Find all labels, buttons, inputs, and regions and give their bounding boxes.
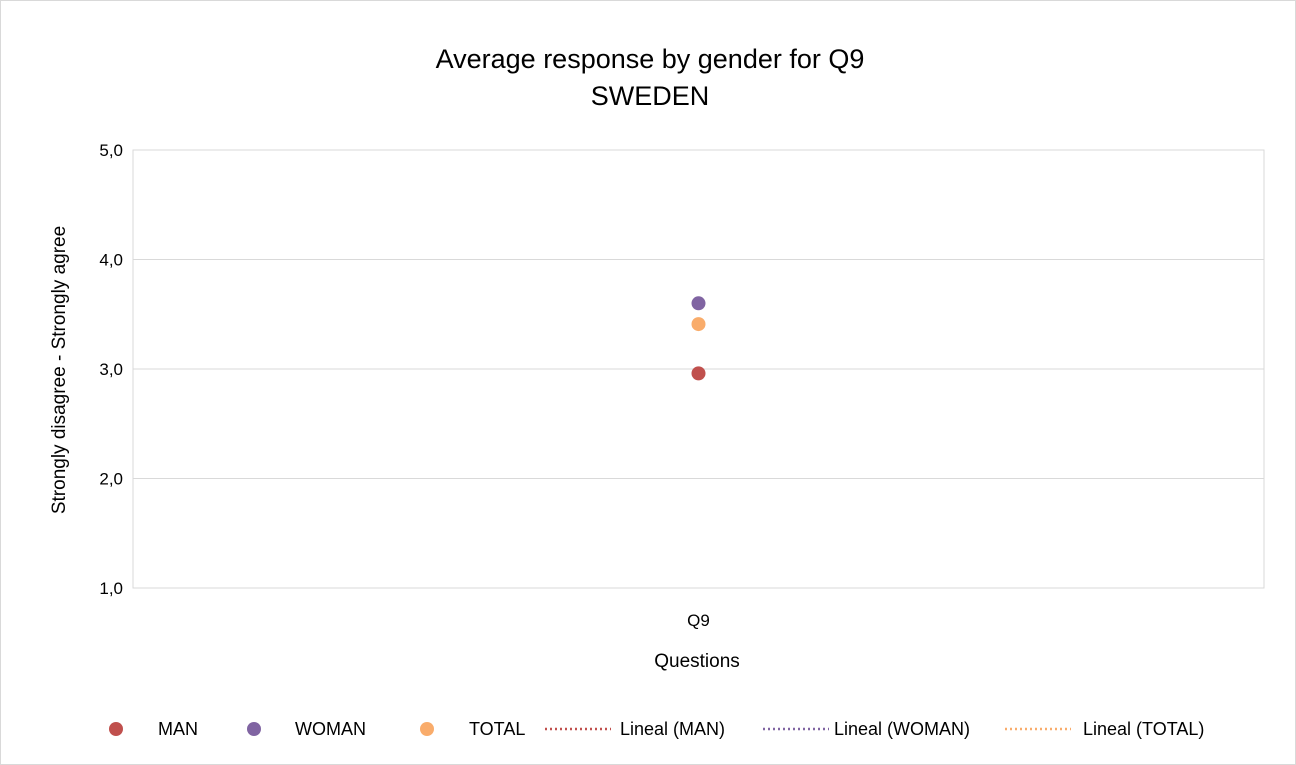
x-tick-label: Q9 [687, 611, 710, 630]
legend-label: TOTAL [469, 719, 525, 739]
y-tick-label: 1,0 [99, 579, 123, 598]
y-axis-label: Strongly disagree - Strongly agree [49, 226, 70, 514]
legend-label: Lineal (TOTAL) [1083, 719, 1204, 739]
chart-subtitle: SWEDEN [591, 81, 710, 111]
legend-marker-man [109, 722, 123, 736]
x-axis-label: Questions [654, 651, 740, 672]
legend-label: Lineal (MAN) [620, 719, 725, 739]
legend: MAN WOMAN TOTAL Lineal (MAN) Lineal (WOMAN) L… [109, 719, 1204, 739]
chart-title: Average response by gender for Q9 [436, 44, 865, 74]
y-tick-label: 2,0 [99, 470, 123, 489]
y-tick-label: 3,0 [99, 360, 123, 379]
y-tick-label: 5,0 [99, 141, 123, 160]
data-point-total [691, 317, 706, 332]
legend-marker-total [420, 722, 434, 736]
x-axis-ticks: Q9 [687, 611, 710, 630]
legend-marker-woman [247, 722, 261, 736]
data-point-woman [691, 296, 706, 311]
legend-label: MAN [158, 719, 198, 739]
y-tick-label: 4,0 [99, 251, 123, 270]
legend-label: WOMAN [295, 719, 366, 739]
data-points [691, 296, 706, 381]
y-axis-ticks: 1,0 2,0 3,0 4,0 5,0 [99, 141, 123, 598]
data-point-man [691, 366, 706, 381]
legend-label: Lineal (WOMAN) [834, 719, 970, 739]
